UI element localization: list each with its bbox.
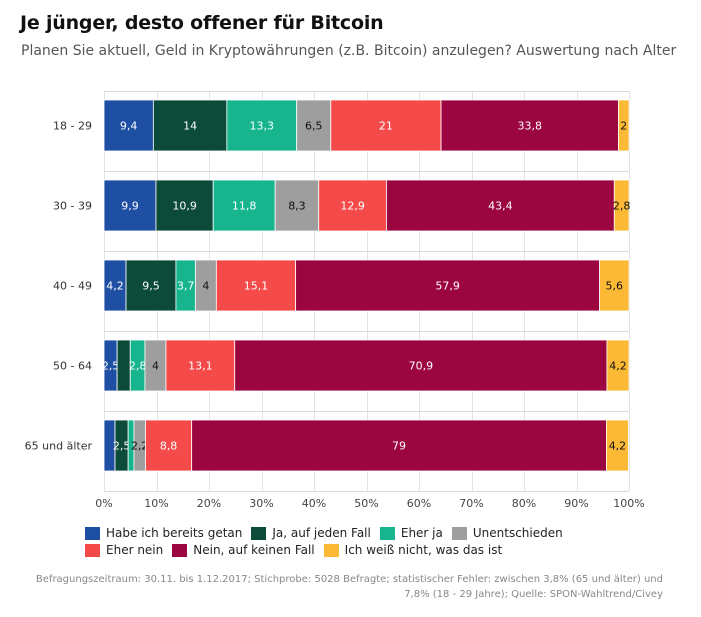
data-label: 6,5	[305, 120, 323, 133]
data-label: 13,3	[250, 120, 275, 133]
data-label: 21	[379, 120, 393, 133]
legend-swatch	[85, 526, 100, 540]
legend-item-nein-auf-keinen-fall: Nein, auf keinen Fall	[172, 543, 315, 557]
x-tick-label: 60%	[407, 497, 431, 510]
legend-swatch	[379, 526, 395, 540]
data-label: 4	[152, 360, 159, 373]
bar-segment	[296, 99, 332, 152]
legend-row-1: Habe ich bereits getan Ja, auf jeden Fal…	[85, 525, 645, 541]
data-label: 3,7	[177, 280, 195, 293]
data-label: 4,2	[106, 280, 124, 293]
legend-item-eher-nein: Eher nein	[85, 543, 163, 557]
data-label: 2,2	[131, 440, 149, 453]
x-tick-label: 100%	[613, 497, 644, 510]
legend-label: Nein, auf keinen Fall	[193, 543, 315, 557]
legend-label: Ja, auf jeden Fall	[272, 526, 371, 540]
legend-label: Unentschieden	[472, 526, 563, 540]
data-label: 9,5	[142, 280, 160, 293]
data-label: 2	[620, 120, 627, 133]
legend-swatch	[251, 526, 267, 540]
category-label: 18 - 29	[53, 120, 92, 133]
chart-title: Je jünger, desto offener für Bitcoin	[20, 12, 384, 34]
data-label: 57,9	[435, 280, 460, 293]
data-label: 2,8	[129, 360, 147, 373]
legend-label: Eher nein	[106, 543, 164, 557]
legend-label: Habe ich bereits getan	[106, 526, 243, 540]
bar-segment	[103, 179, 157, 232]
bar-segment	[274, 179, 320, 232]
data-label: 8,8	[160, 440, 178, 453]
x-tick-label: 90%	[564, 497, 588, 510]
chart-subtitle: Planen Sie aktuell, Geld in Kryptowährun…	[21, 43, 677, 59]
footnote-line-2: 7,8% (18 - 29 Jahre); Quelle: SPON-Wahlt…	[404, 589, 663, 600]
category-label: 65 und älter	[25, 440, 93, 453]
legend-swatch	[172, 543, 188, 557]
legend-item-ich-weiss-nicht: Ich weiß nicht, was das ist	[323, 543, 503, 557]
legend-item-habe-ich-bereits-getan: Habe ich bereits getan	[85, 526, 242, 540]
x-tick-label: 80%	[512, 497, 536, 510]
legend-swatch	[85, 543, 100, 557]
bar-segment	[606, 419, 629, 472]
x-tick-label: 10%	[144, 497, 168, 510]
bar-segment	[618, 99, 630, 152]
legend-swatch	[451, 526, 467, 540]
x-tick-label: 30%	[249, 497, 273, 510]
data-label: 8,3	[288, 200, 306, 213]
bar-segment	[386, 179, 615, 232]
bar-segment	[152, 99, 228, 152]
x-tick-label: 50%	[354, 497, 378, 510]
data-label: 2,5	[102, 360, 120, 373]
data-label: 2,8	[613, 200, 631, 213]
category-label: 40 - 49	[53, 280, 92, 293]
category-label: 50 - 64	[53, 360, 92, 373]
data-label: 2,5	[113, 440, 131, 453]
bar-segment	[440, 99, 619, 152]
data-label: 9,9	[121, 200, 139, 213]
legend-swatch	[323, 543, 339, 557]
data-label: 15,1	[244, 280, 269, 293]
category-label: 30 - 39	[53, 200, 92, 213]
data-label: 13,1	[188, 360, 213, 373]
legend-label: Eher ja	[400, 526, 443, 540]
legend-row-2: Eher nein Nein, auf keinen Fall Ich weiß…	[85, 542, 645, 558]
legend-label: Ich weiß nicht, was das ist	[344, 543, 503, 557]
bar-segment	[599, 259, 630, 312]
legend: Habe ich bereits getan Ja, auf jeden Fal…	[85, 525, 645, 559]
data-label: 79	[392, 440, 406, 453]
x-tick-label: 70%	[459, 497, 483, 510]
data-label: 14	[183, 120, 197, 133]
legend-item-eher-ja: Eher ja	[379, 526, 443, 540]
data-label: 11,8	[232, 200, 257, 213]
bar-segment	[215, 259, 297, 312]
bar-segment	[613, 179, 630, 232]
bar-segment	[191, 419, 607, 472]
data-label: 4,2	[609, 360, 627, 373]
legend-item-ja-auf-jeden-fall: Ja, auf jeden Fall	[251, 526, 371, 540]
x-tick-label: 0%	[95, 497, 112, 510]
bar-segment	[606, 339, 630, 392]
data-label: 43,4	[488, 200, 513, 213]
data-label: 4,2	[609, 440, 627, 453]
data-label: 70,9	[409, 360, 434, 373]
legend-item-unentschieden: Unentschieden	[451, 526, 563, 540]
x-tick-label: 40%	[302, 497, 326, 510]
data-label: 33,8	[518, 120, 543, 133]
data-label: 5,6	[606, 280, 624, 293]
bar-segment	[145, 419, 193, 472]
stacked-bar-chart: 18 - 29 9,4 14 13,3 6,5 21 33,8 2 30 - 39 9,9 10,9…	[25, 91, 645, 510]
footnote: Befragungszeitraum: 30.11. bis 1.12.2017…	[13, 572, 663, 602]
bar-segment	[103, 99, 154, 152]
footnote-line-1: Befragungszeitraum: 30.11. bis 1.12.2017…	[35, 574, 663, 585]
x-tick-label: 20%	[197, 497, 221, 510]
data-label: 9,4	[120, 120, 138, 133]
bar-segment	[155, 179, 214, 232]
data-label: 4	[202, 280, 209, 293]
data-label: 12,9	[340, 200, 365, 213]
bar-segment	[318, 179, 387, 232]
data-label: 10,9	[172, 200, 197, 213]
bar-segment	[226, 99, 298, 152]
bar-segment	[330, 99, 442, 152]
bar-segment	[295, 259, 601, 312]
bar-segment	[165, 339, 236, 392]
